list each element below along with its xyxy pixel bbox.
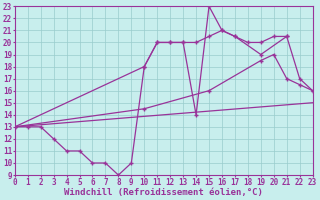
X-axis label: Windchill (Refroidissement éolien,°C): Windchill (Refroidissement éolien,°C) [64,188,263,197]
